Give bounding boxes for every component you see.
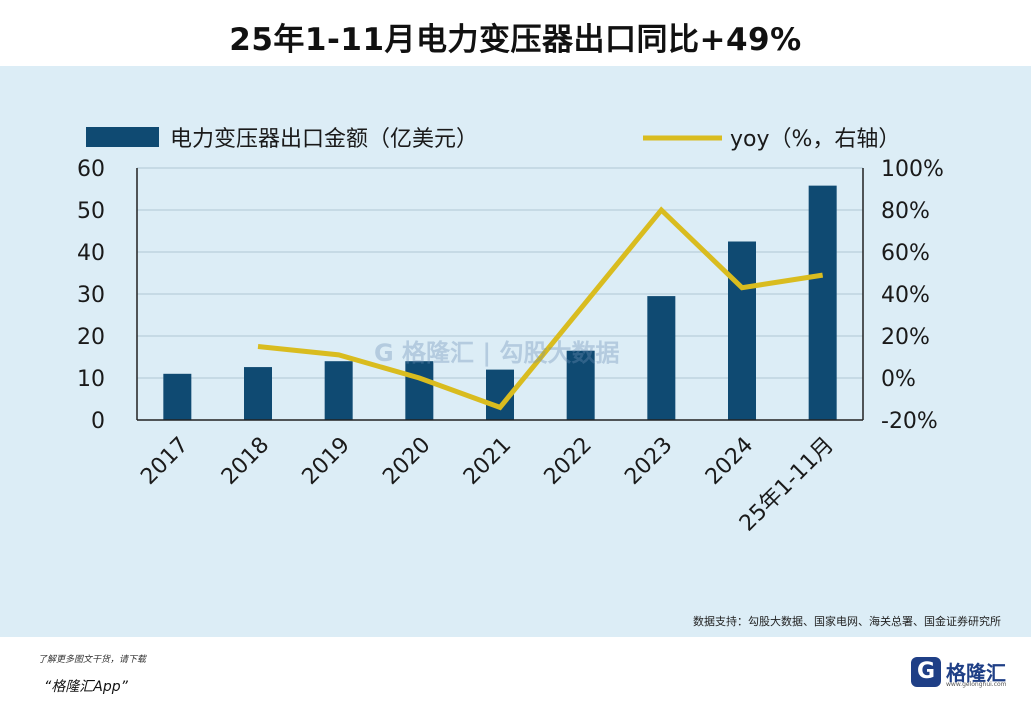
x-tick-label: 2023 bbox=[620, 433, 677, 490]
promo-app-name: “格隆汇App” bbox=[44, 679, 128, 695]
logo-name: 格隆汇 bbox=[946, 661, 1006, 685]
legend-swatch-bar bbox=[86, 127, 159, 147]
line-series bbox=[257, 206, 824, 411]
chart-panel bbox=[0, 66, 1031, 637]
bar-series bbox=[163, 185, 837, 420]
y-left-tick-label: 30 bbox=[77, 283, 105, 308]
bar bbox=[163, 373, 192, 420]
x-tick-label: 2020 bbox=[378, 433, 435, 490]
y-left-tick-label: 40 bbox=[77, 241, 105, 266]
header: 25年1-11月电力变压器出口同比+49% bbox=[0, 0, 1031, 66]
y-left-tick-label: 0 bbox=[91, 409, 105, 434]
watermark: G 格隆汇 | 勾股大数据 bbox=[374, 339, 620, 367]
y-left-tick-label: 60 bbox=[77, 157, 105, 182]
x-tick-label: 2022 bbox=[540, 433, 597, 490]
y-right-tick-label: 0% bbox=[881, 367, 916, 392]
y-left-tick-label: 10 bbox=[77, 367, 105, 392]
chart-title: 25年1-11月电力变压器出口同比+49% bbox=[229, 22, 802, 58]
y-right-tick-label: -20% bbox=[881, 409, 938, 434]
bar bbox=[647, 296, 676, 420]
x-tick-label: 2021 bbox=[459, 433, 516, 490]
source-note: 数据支持：勾股大数据、国家电网、海关总署、国金证券研究所 bbox=[693, 615, 1001, 628]
x-tick-label: 2019 bbox=[298, 433, 355, 490]
x-tick-label: 2018 bbox=[217, 433, 274, 490]
y-right-tick-label: 20% bbox=[881, 325, 930, 350]
bar bbox=[324, 361, 353, 420]
y-left-tick-label: 50 bbox=[77, 199, 105, 224]
bar bbox=[808, 185, 837, 420]
bar bbox=[566, 350, 595, 420]
legend: 电力变压器出口金额（亿美元） yoy（%，右轴） bbox=[86, 127, 900, 152]
footer bbox=[0, 637, 1031, 709]
x-tick-label: 2017 bbox=[136, 433, 193, 490]
y-right-tick-label: 100% bbox=[881, 157, 944, 182]
bar bbox=[728, 241, 756, 420]
y-right-tick-label: 60% bbox=[881, 241, 930, 266]
logo-url: www.gelonghui.com bbox=[946, 681, 1007, 688]
y-right-tick-label: 40% bbox=[881, 283, 930, 308]
x-tick-label: 2024 bbox=[701, 433, 758, 490]
yoy-line bbox=[257, 206, 824, 411]
y-right-tick-label: 80% bbox=[881, 199, 930, 224]
logo-icon: G bbox=[911, 657, 941, 687]
legend-label-bar: 电力变压器出口金额（亿美元） bbox=[170, 127, 478, 152]
bar bbox=[405, 361, 434, 420]
promo-text: 了解更多图文干货，请下载 bbox=[38, 655, 147, 665]
y-left-tick-label: 20 bbox=[77, 325, 105, 350]
legend-label-line: yoy（%，右轴） bbox=[730, 127, 900, 152]
bar bbox=[244, 367, 272, 420]
